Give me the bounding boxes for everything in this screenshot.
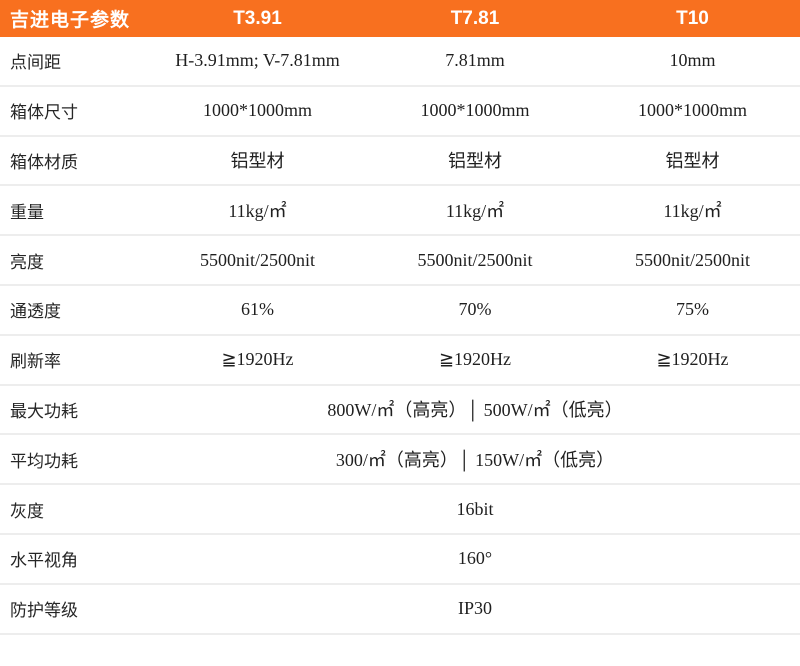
row-value: 5500nit/2500nit — [417, 249, 533, 270]
row-label: 水平视角 — [10, 551, 78, 571]
table-row-grayscale: 灰度 16bit — [0, 485, 800, 535]
row-value-merged: 160° — [457, 548, 493, 569]
table-row-refresh-rate: 刷新率 ≧1920Hz ≧1920Hz ≧1920Hz — [0, 335, 800, 386]
table-row-cabinet-size: 箱体尺寸 1000*1000mm 1000*1000mm 1000*1000mm — [0, 86, 800, 137]
column-header-t781: T7.81 — [450, 7, 500, 29]
row-value: 75% — [676, 299, 709, 320]
table-row-protection-rating: 防护等级 IP30 — [0, 584, 800, 635]
row-value-merged: 800W/㎡（高亮）│ 500W/㎡（低亮） — [327, 400, 623, 421]
row-value-merged: IP30 — [457, 598, 492, 619]
row-label: 通透度 — [10, 302, 61, 322]
row-value: 铝型材 — [230, 151, 285, 172]
row-label: 防护等级 — [10, 601, 78, 621]
row-value: ≧1920Hz — [656, 349, 729, 370]
table-row-transparency: 通透度 61% 70% 75% — [0, 285, 800, 336]
row-value: 1000*1000mm — [420, 100, 530, 121]
column-header-t391: T3.91 — [233, 7, 282, 29]
row-value: 11kg/㎡ — [445, 201, 505, 222]
row-label: 最大功耗 — [10, 401, 78, 421]
table-row-brightness: 亮度 5500nit/2500nit 5500nit/2500nit 5500n… — [0, 236, 800, 286]
table-title: 吉进电子参数 — [10, 10, 131, 31]
row-value: 7.81mm — [445, 50, 505, 71]
row-value: 铝型材 — [665, 151, 720, 172]
row-value: 1000*1000mm — [637, 100, 747, 121]
column-header-t10: T10 — [676, 7, 709, 29]
table-row-horizontal-viewing-angle: 水平视角 160° — [0, 534, 800, 585]
row-value: H-3.91mm; V-7.81mm — [175, 50, 340, 71]
row-value: 5500nit/2500nit — [199, 249, 315, 270]
row-label: 灰度 — [10, 501, 44, 521]
row-label: 平均功耗 — [10, 451, 78, 471]
row-value: 61% — [241, 299, 274, 320]
row-value: 11kg/㎡ — [663, 201, 722, 222]
row-value-merged: 16bit — [456, 498, 494, 519]
row-value: 11kg/㎡ — [228, 201, 287, 222]
table-row-pixel-pitch: 点间距 H-3.91mm; V-7.81mm 7.81mm 10mm — [0, 37, 800, 87]
table-row-cabinet-material: 箱体材质 铝型材 铝型材 铝型材 — [0, 136, 800, 187]
row-label: 箱体材质 — [10, 152, 78, 172]
table-row-max-power: 最大功耗 800W/㎡（高亮）│ 500W/㎡（低亮） — [0, 385, 800, 436]
table-row-avg-power: 平均功耗 300/㎡（高亮）│ 150W/㎡（低亮） — [0, 435, 800, 486]
row-label: 箱体尺寸 — [10, 103, 78, 123]
row-value: 70% — [458, 299, 492, 320]
table-row-weight: 重量 11kg/㎡ 11kg/㎡ 11kg/㎡ — [0, 186, 800, 237]
row-value: 5500nit/2500nit — [634, 249, 750, 270]
row-label: 刷新率 — [10, 352, 61, 372]
row-value: ≧1920Hz — [221, 349, 294, 370]
table-header-row: 吉进电子参数 T3.91 T7.81 T10 — [0, 0, 800, 37]
row-value: 1000*1000mm — [202, 100, 312, 121]
row-label: 重量 — [10, 202, 44, 222]
row-value: 10mm — [669, 50, 716, 71]
row-value: ≧1920Hz — [438, 349, 512, 370]
row-value: 铝型材 — [448, 151, 502, 172]
row-label: 点间距 — [10, 53, 61, 73]
row-label: 亮度 — [10, 252, 44, 272]
row-value-merged: 300/㎡（高亮）│ 150W/㎡（低亮） — [335, 450, 615, 471]
